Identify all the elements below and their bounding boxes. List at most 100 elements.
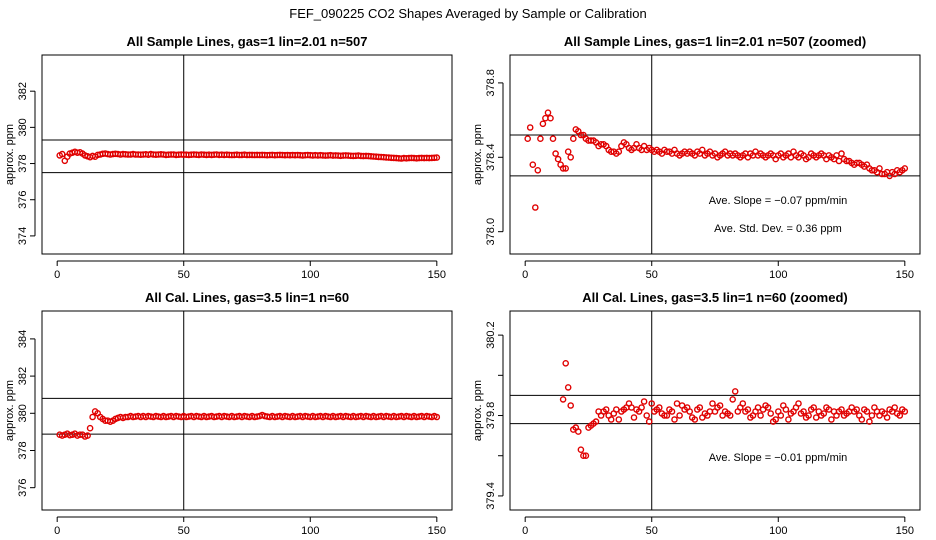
data-point: [582, 452, 590, 460]
x-tick-label: 50: [646, 269, 658, 281]
data-point: [726, 412, 734, 419]
plot-frame: [509, 54, 921, 255]
data-point: [876, 165, 883, 172]
y-tick-label: 378.4: [485, 144, 497, 172]
y-tick-label: 379.4: [485, 482, 497, 510]
data-point: [607, 416, 615, 423]
data-point: [524, 135, 532, 142]
data-point: [532, 204, 539, 211]
y-tick-label: 382: [17, 82, 29, 100]
data-point: [562, 165, 570, 172]
data-point: [901, 165, 909, 172]
panel-1: All Sample Lines, gas=1 lin=2.01 n=507 0 5…: [4, 34, 453, 281]
y-tick-label: 382: [17, 367, 29, 385]
x-tick-label: 150: [896, 525, 914, 537]
plot-frame: [509, 310, 921, 511]
data-point: [656, 404, 663, 411]
data-point: [676, 412, 683, 419]
data-point: [731, 388, 739, 395]
data-point: [858, 416, 866, 423]
data-point: [552, 150, 559, 157]
data-point: [671, 416, 678, 423]
y-axis-label: approx. ppm: [4, 380, 16, 441]
x-tick-label: 0: [54, 269, 60, 281]
data-point: [739, 400, 747, 407]
data-point: [863, 408, 871, 415]
annotation: Ave. Slope = −0.01 ppm/min: [709, 452, 848, 464]
data-point: [89, 413, 96, 421]
x-tick-label: 50: [178, 269, 190, 281]
data-point: [716, 402, 724, 409]
data-point: [757, 412, 764, 419]
data-point: [539, 120, 547, 128]
data-point: [691, 416, 699, 423]
x-tick-label: 150: [428, 269, 446, 281]
data-point: [868, 412, 876, 419]
y-tick-label: 378.8: [485, 69, 497, 97]
data-point: [544, 109, 552, 116]
data-point: [896, 412, 904, 419]
x-tick-label: 50: [646, 525, 658, 537]
data-point: [602, 406, 610, 413]
data-point: [564, 148, 572, 155]
data-point: [554, 155, 562, 163]
data-point: [782, 406, 790, 413]
data-point: [630, 414, 638, 421]
data-point: [777, 412, 785, 419]
y-tick-label: 380: [17, 118, 29, 136]
data-point: [577, 446, 585, 454]
y-tick-label: 376: [17, 479, 29, 497]
y-tick-label: 380: [17, 404, 29, 422]
data-point: [805, 412, 812, 419]
data-point: [592, 418, 600, 425]
data-point: [549, 135, 557, 142]
data-point: [838, 406, 845, 413]
data-point: [559, 396, 567, 403]
data-point: [84, 432, 91, 439]
x-tick-label: 100: [769, 525, 787, 537]
data-point: [901, 408, 909, 415]
y-axis-label: approx. ppm: [4, 124, 16, 185]
y-tick-label: 378: [17, 441, 29, 459]
data-point: [570, 135, 577, 142]
data-point: [661, 412, 668, 419]
y-tick-label: 384: [17, 330, 29, 348]
data-point: [709, 400, 716, 407]
plot-frame: [41, 54, 453, 255]
annotation: Ave. Std. Dev. = 0.36 ppm: [714, 223, 842, 235]
data-point: [810, 404, 818, 411]
data-point: [58, 150, 66, 158]
data-point: [866, 418, 873, 425]
data-point: [430, 154, 438, 162]
data-point: [433, 413, 441, 421]
data-point: [767, 410, 775, 417]
data-point: [648, 400, 656, 407]
data-point: [696, 404, 704, 411]
data-point: [645, 418, 653, 425]
data-point: [820, 410, 828, 417]
data-point: [537, 135, 544, 142]
data-point: [744, 406, 752, 413]
annotation: Ave. Slope = −0.07 ppm/min: [709, 195, 848, 207]
data-point: [643, 412, 651, 419]
data-point: [529, 161, 537, 168]
data-point: [534, 166, 542, 174]
data-point: [638, 404, 645, 411]
data-point: [686, 408, 694, 415]
data-point: [699, 146, 706, 154]
data-point: [562, 359, 570, 367]
y-axis-label: approx. ppm: [472, 380, 484, 441]
figure-title: FEF_090225 CO2 Shapes Averaged by Sample…: [289, 6, 646, 21]
data-point: [615, 416, 623, 423]
data-point: [615, 148, 623, 155]
data-point: [883, 414, 891, 421]
data-point: [729, 396, 737, 403]
data-point: [577, 131, 585, 139]
data-point: [891, 404, 899, 411]
panel-2: All Sample Lines, gas=1 lin=2.01 n=507 (…: [472, 34, 921, 281]
x-tick-label: 0: [522, 525, 528, 537]
x-tick-label: 150: [428, 525, 446, 537]
panel-title: All Cal. Lines, gas=3.5 lin=1 n=60: [145, 290, 349, 305]
data-point: [547, 114, 554, 122]
